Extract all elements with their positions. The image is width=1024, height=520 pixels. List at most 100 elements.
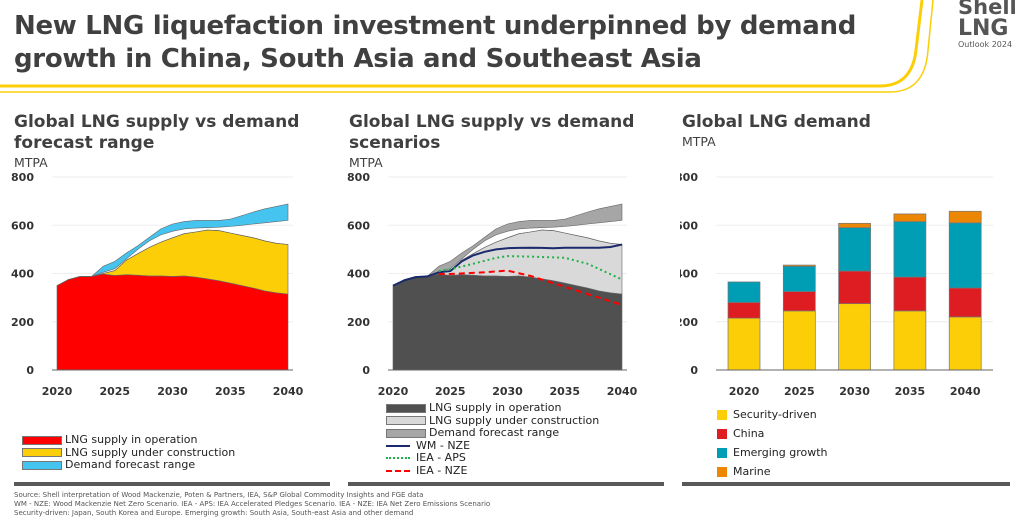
legend-label: Demand forecast range [65,458,196,471]
y-tick-label: 0 [690,364,698,377]
legend-item: Marine [717,462,828,481]
legend-swatch [22,448,62,458]
bar-emerging-growth-2040 [948,222,982,289]
legend-line [386,444,410,447]
legend-label: Emerging growth [733,446,828,459]
bar-china-2035 [893,276,927,312]
y-tick-label: 200 [11,316,34,329]
line-wm-nze [392,243,623,287]
chart2-supply-demand-scenarios: 0 200 400 600 800 2020 2025 2030 2035 2040 [347,171,638,398]
x-tick-label: 2025 [435,385,466,398]
bar-security-driven-2035 [893,310,927,371]
legend-swatch [717,428,727,439]
chart3-title: Global LNG demand [682,112,871,132]
legend-label: LNG supply in operation [429,401,562,414]
footnotes: Source: Shell interpretation of Wood Mac… [14,491,490,518]
x-tick-label: 2020 [378,385,409,398]
x-tick-label: 2040 [607,385,638,398]
footnote-definitions: Security-driven: Japan, South Korea and … [14,509,414,517]
x-tick-label: 2040 [273,385,304,398]
chart1-legend: LNG supply in operation LNG supply under… [22,433,235,472]
panel2-divider [348,482,664,486]
legend-item: LNG supply under construction [22,446,235,460]
shell-lng-logo: Shell LNG Outlook 2024 [958,0,1017,50]
x-tick-label: 2035 [895,385,926,398]
y-tick-label: 800 [680,171,698,184]
chart2-legend: LNG supply in operation LNG supply under… [386,401,600,478]
legend-item: Security-driven [717,405,828,424]
panel1-divider [14,482,330,486]
legend-label: LNG supply in operation [65,433,198,446]
bar-china-2025 [782,291,816,312]
x-tick-label: 2030 [839,385,870,398]
legend-label: IEA - NZE [416,463,468,477]
legend-swatch [717,447,727,458]
bar-security-driven-2025 [782,310,816,371]
x-tick-label: 2020 [42,385,73,398]
chart1-unit: MTPA [14,155,48,170]
chart3-demand-bars: 0 200 400 600 800 2020 2025 2030 2035 2040 [680,171,993,398]
legend-swatch [717,466,727,477]
legend-swatch [717,409,727,420]
x-tick-label: 2025 [99,385,130,398]
y-tick-label: 400 [680,268,698,281]
title-line-2: growth in China, South Asia and Southeas… [14,44,702,74]
legend-item: Demand forecast range [22,458,235,472]
x-tick-label: 2020 [729,385,760,398]
y-tick-label: 800 [11,171,34,184]
chart3-legend: Security-driven China Emerging growth Ma… [717,405,828,481]
line-iea-nze [438,269,623,306]
legend-line [386,457,410,460]
logo-line-2: LNG [958,16,1009,41]
panel3-divider [682,482,1010,486]
bar-china-2040 [948,287,982,318]
x-tick-label: 2030 [157,385,188,398]
x-tick-label: 2030 [492,385,523,398]
y-tick-label: 0 [362,364,370,377]
bar-security-driven-2040 [948,316,982,371]
y-tick-label: 800 [347,171,370,184]
area-demand-forecast-range [392,203,623,286]
legend-item: China [717,424,828,443]
bar-emerging-growth-2020 [727,281,761,303]
line-iea-aps [438,255,623,281]
legend-line [386,469,410,472]
legend-label: Security-driven [733,408,817,421]
bar-china-2020 [727,302,761,319]
y-tick-label: 0 [26,364,34,377]
x-tick-label: 2025 [784,385,815,398]
legend-item: IEA - NZE [386,463,599,478]
bar-emerging-growth-2035 [893,221,927,278]
logo-line-1: Shell [958,0,1017,19]
y-tick-label: 600 [347,219,370,232]
chart1-title: Global LNG supply vs demand forecast ran… [14,112,300,153]
bar-marine-2040 [948,210,982,224]
area-demand-forecast-range [56,203,289,286]
y-tick-label: 400 [347,268,370,281]
y-tick-label: 200 [347,316,370,329]
bar-china-2030 [838,270,871,305]
legend-item: Emerging growth [717,443,828,462]
chart3-unit: MTPA [682,134,716,149]
legend-label: China [733,427,765,440]
legend-swatch [22,460,62,470]
footnote-scenarios: WM - NZE: Wood Mackenzie Net Zero Scenar… [14,500,491,508]
logo-line-3: Outlook 2024 [958,40,1013,49]
legend-label: Demand forecast range [429,426,560,439]
bar-marine-2025 [782,264,816,267]
x-tick-label: 2035 [549,385,580,398]
legend-item: Demand forecast range [386,426,599,440]
y-tick-label: 200 [680,316,698,329]
legend-label: IEA - APS [416,451,466,464]
area-supply-in-operation [56,273,289,371]
legend-swatch [22,435,62,445]
x-tick-label: 2040 [950,385,981,398]
x-tick-label: 2035 [215,385,246,398]
legend-label: LNG supply under construction [429,413,600,427]
legend-swatch [386,403,426,413]
footnote-source: Source: Shell interpretation of Wood Mac… [14,491,424,499]
y-tick-label: 600 [11,219,34,232]
area-supply-in-operation [392,273,623,371]
chart2-title: Global LNG supply vs demand scenarios [349,112,635,153]
legend-item: LNG supply under construction [386,413,600,428]
